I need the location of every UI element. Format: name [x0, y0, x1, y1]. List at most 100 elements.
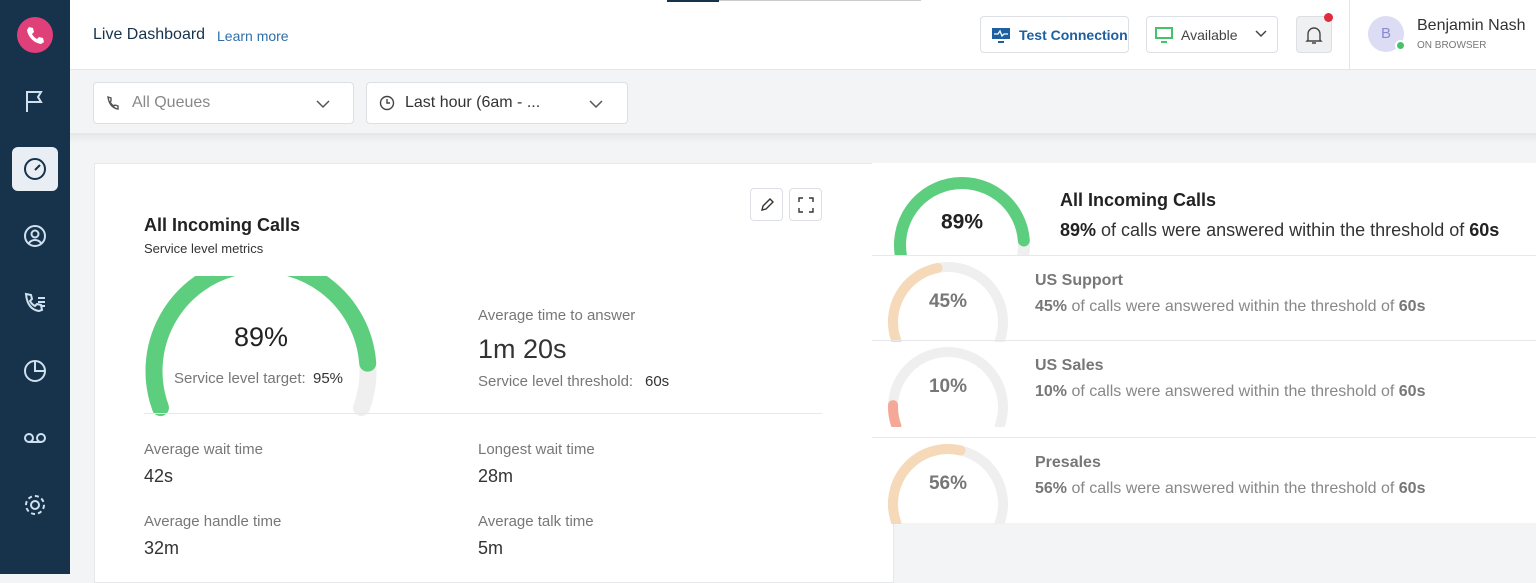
queue-description: 45% of calls were answered within the th…	[1035, 298, 1425, 316]
gauge-label: 56%	[929, 473, 967, 494]
metric-value: 42s	[144, 466, 174, 486]
queue-row: 45% US Support 45% of calls were answered …	[872, 255, 1536, 342]
description-part: 60s	[1469, 220, 1500, 240]
queue-row: 56% Presales 56% of calls were answered wi…	[872, 437, 1536, 534]
queue-name: All Incoming Calls	[1060, 190, 1217, 210]
bell-icon	[1305, 26, 1323, 44]
queue-gauge: 89%	[894, 177, 1030, 255]
user-name: Benjamin Nash	[1417, 17, 1526, 34]
presence-dot	[1395, 40, 1406, 51]
pencil-icon	[760, 197, 774, 211]
queue-name: US Support	[1035, 272, 1123, 289]
page-title: Live Dashboard	[93, 26, 206, 43]
gauge-value	[888, 444, 966, 524]
settings-icon[interactable]	[22, 492, 48, 518]
description-part: 56%	[1035, 480, 1068, 497]
gauge-value	[894, 177, 1030, 255]
notifications-button[interactable]	[1296, 16, 1332, 53]
queue-name: US Sales	[1035, 357, 1104, 374]
queue-icon	[107, 95, 119, 110]
metric-label: Longest wait time	[478, 441, 595, 458]
gauge-value	[145, 276, 377, 417]
description-part: 89%	[1060, 220, 1097, 240]
gauge-track	[888, 347, 1008, 427]
service-gauge: 89%	[145, 276, 377, 417]
notification-dot	[1324, 13, 1333, 22]
time-filter[interactable]: Last hour (6am - ...	[366, 82, 628, 124]
expand-button[interactable]	[789, 188, 822, 221]
queue-gauge: 10%	[888, 347, 1008, 427]
target-label: Service level target:	[174, 370, 306, 387]
queue-gauge: 45%	[888, 262, 1008, 342]
tab-indicator	[667, 0, 719, 2]
description-part: of calls were answered within the thresh…	[1096, 220, 1470, 240]
expand-icon	[797, 196, 814, 213]
metric-value: 28m	[478, 466, 514, 486]
gauge-label: 10%	[929, 376, 967, 397]
queue-filter[interactable]: All Queues	[93, 82, 354, 124]
reports-icon[interactable]	[22, 358, 48, 384]
description-part: of calls were answered within the thresh…	[1067, 298, 1399, 315]
queue-description: 56% of calls were answered within the th…	[1035, 480, 1425, 498]
test-connection-button[interactable]: Test Connection	[980, 16, 1129, 53]
description-part: 60s	[1398, 383, 1426, 400]
learn-more-link[interactable]: Learn more	[217, 28, 289, 44]
gauge-value	[888, 400, 902, 427]
status-dropdown[interactable]: Available	[1146, 16, 1278, 53]
chevron	[589, 100, 603, 109]
status-icon	[1155, 26, 1173, 43]
sidebar	[0, 0, 70, 574]
queue-filter-label: All Queues	[132, 94, 211, 111]
answer-value: 1m 20s	[478, 334, 567, 364]
queue-name: Presales	[1035, 454, 1101, 471]
user-mode: ON BROWSER	[1417, 40, 1487, 51]
button-label: Test Connection	[1019, 26, 1128, 43]
card-subtitle: Service level metrics	[144, 241, 264, 256]
chevron	[316, 100, 330, 109]
queue-description: 10% of calls were answered within the th…	[1035, 383, 1425, 401]
calls-icon[interactable]	[22, 290, 48, 316]
tab-track	[719, 0, 921, 1]
metric-value: 32m	[144, 538, 180, 558]
description-part: of calls were answered within the thresh…	[1067, 480, 1399, 497]
queue-row: 89% All Incoming Calls 89% of calls were a…	[872, 163, 1536, 255]
queue-description: 89% of calls were answered within the th…	[1060, 220, 1499, 241]
metric-label: Average wait time	[144, 441, 263, 458]
threshold-label: Service level threshold:	[478, 373, 634, 390]
threshold-value: 60s	[645, 373, 670, 390]
gauge-value	[888, 263, 943, 342]
gauge-label: 89%	[941, 211, 983, 234]
queue-row: 10% US Sales 10% of calls were answered wi…	[872, 340, 1536, 437]
card-title: All Incoming Calls	[144, 215, 301, 235]
queue-panel: 89% All Incoming Calls 89% of calls were a…	[872, 163, 1536, 524]
description-part: 45%	[1035, 298, 1068, 315]
monitor-icon	[992, 27, 1010, 43]
chevron	[1255, 30, 1267, 38]
edit-button[interactable]	[750, 188, 783, 221]
dashboard-icon[interactable]	[22, 156, 48, 182]
divider	[1349, 0, 1350, 70]
status-label: Available	[1181, 26, 1238, 43]
contact-icon[interactable]	[22, 223, 48, 249]
queue-gauge: 56%	[888, 444, 1008, 524]
divider	[144, 413, 822, 414]
description-part: 10%	[1035, 383, 1068, 400]
metric-value: 5m	[478, 538, 504, 558]
metric-label: Average handle time	[144, 513, 282, 530]
app-logo[interactable]	[16, 16, 54, 54]
description-part: 60s	[1398, 298, 1426, 315]
metric-label: Average talk time	[478, 513, 594, 530]
description-part: 60s	[1398, 480, 1426, 497]
voicemail-icon[interactable]	[22, 425, 48, 451]
shadow	[70, 133, 1536, 143]
time-filter-label: Last hour (6am - ...	[405, 94, 541, 111]
target-value: 95%	[313, 370, 344, 387]
gauge-label: 89%	[234, 322, 288, 352]
clock-icon	[379, 95, 395, 111]
description-part: of calls were answered within the thresh…	[1067, 383, 1399, 400]
flag-icon[interactable]	[22, 88, 48, 114]
metrics-card: All Incoming Calls Service level metrics…	[94, 163, 894, 583]
answer-label: Average time to answer	[478, 307, 636, 324]
